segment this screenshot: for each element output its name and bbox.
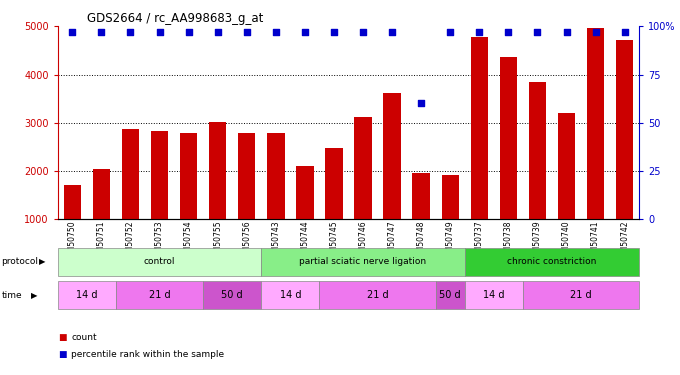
Point <box>387 29 398 35</box>
Bar <box>64 184 81 219</box>
Text: 50 d: 50 d <box>222 290 243 300</box>
Point <box>590 29 601 35</box>
Point <box>299 29 310 35</box>
Bar <box>558 113 575 219</box>
Bar <box>122 129 139 219</box>
Bar <box>384 93 401 219</box>
Text: ▶: ▶ <box>31 291 37 300</box>
Point <box>503 29 514 35</box>
Bar <box>529 82 546 219</box>
Point <box>96 29 107 35</box>
Point <box>619 29 630 35</box>
Point <box>271 29 282 35</box>
Point <box>241 29 252 35</box>
Bar <box>587 28 605 219</box>
Point <box>445 29 456 35</box>
Text: 14 d: 14 d <box>483 290 505 300</box>
Text: count: count <box>71 333 97 342</box>
Bar <box>238 134 256 219</box>
Point <box>532 29 543 35</box>
Text: 21 d: 21 d <box>571 290 592 300</box>
Bar <box>180 134 197 219</box>
Bar <box>413 172 430 219</box>
Point <box>154 29 165 35</box>
Text: 21 d: 21 d <box>367 290 388 300</box>
Text: ■: ■ <box>58 350 67 359</box>
Text: percentile rank within the sample: percentile rank within the sample <box>71 350 224 359</box>
Point <box>183 29 194 35</box>
Bar <box>267 134 284 219</box>
Bar <box>209 122 226 219</box>
Text: protocol: protocol <box>1 257 38 266</box>
Bar <box>471 37 488 219</box>
Point <box>328 29 339 35</box>
Bar <box>151 130 168 219</box>
Point <box>212 29 223 35</box>
Text: ▶: ▶ <box>39 257 46 266</box>
Text: 14 d: 14 d <box>76 290 98 300</box>
Bar <box>92 169 110 219</box>
Bar <box>500 57 517 219</box>
Text: 14 d: 14 d <box>279 290 301 300</box>
Text: chronic constriction: chronic constriction <box>507 257 596 266</box>
Point <box>415 100 426 106</box>
Bar <box>441 175 459 219</box>
Point <box>67 29 78 35</box>
Point <box>474 29 485 35</box>
Point <box>358 29 369 35</box>
Text: 50 d: 50 d <box>439 290 461 300</box>
Text: control: control <box>143 257 175 266</box>
Text: GDS2664 / rc_AA998683_g_at: GDS2664 / rc_AA998683_g_at <box>87 12 263 25</box>
Bar <box>325 148 343 219</box>
Point <box>561 29 572 35</box>
Point <box>125 29 136 35</box>
Bar <box>616 40 633 219</box>
Text: time: time <box>1 291 22 300</box>
Bar <box>296 166 313 219</box>
Bar <box>354 117 372 219</box>
Text: 21 d: 21 d <box>149 290 171 300</box>
Text: ■: ■ <box>58 333 67 342</box>
Text: partial sciatic nerve ligation: partial sciatic nerve ligation <box>299 257 426 266</box>
